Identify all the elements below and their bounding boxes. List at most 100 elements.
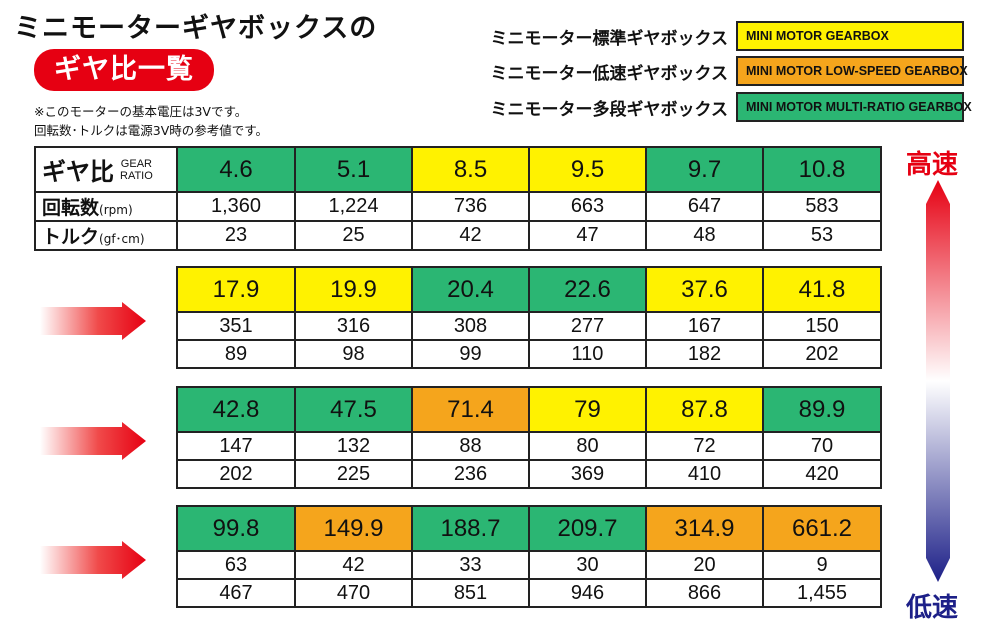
torque-cell: 23 (176, 220, 296, 251)
torque-cell: 1,455 (762, 578, 882, 608)
torque-row: トルク(gf･cm) 23 25 42 47 48 53 (34, 220, 882, 251)
row-header-torque: トルク(gf･cm) (34, 220, 178, 251)
torque-cell: 851 (411, 578, 530, 608)
speed-scale-arrow-icon (926, 180, 950, 582)
row-header-rpm: 回転数(rpm) (34, 191, 178, 222)
speed-high-label: 高速 (906, 150, 959, 180)
torque-cell: 182 (645, 339, 764, 369)
rpm-row: 351 316 308 277 167 150 (176, 311, 882, 341)
rpm-cell: 20 (645, 550, 764, 580)
ratio-cell: 41.8 (762, 266, 882, 313)
rpm-cell: 316 (294, 311, 413, 341)
torque-cell: 369 (528, 459, 647, 489)
ratio-cell: 71.4 (411, 386, 530, 433)
gear-ratio-label: ギヤ比 (42, 158, 114, 186)
ratio-cell: 17.9 (176, 266, 296, 313)
ratio-cell: 314.9 (645, 505, 764, 552)
torque-cell: 99 (411, 339, 530, 369)
legend-label: ミニモーター多段ギヤボックス (490, 99, 729, 120)
torque-cell: 866 (645, 578, 764, 608)
speed-low-label: 低速 (906, 593, 959, 623)
legend-label: ミニモーター標準ギヤボックス (490, 28, 729, 49)
ratio-cell: 209.7 (528, 505, 647, 552)
legend-multi-ratio: ミニモーター多段ギヤボックス MINI MOTOR MULTI-RATIO GE… (450, 92, 972, 122)
torque-cell: 48 (645, 220, 764, 251)
rpm-cell: 70 (762, 431, 882, 461)
continue-arrow-icon (40, 541, 146, 579)
continue-arrow-icon (40, 422, 146, 460)
rpm-cell: 88 (411, 431, 530, 461)
rpm-cell: 736 (411, 191, 530, 222)
torque-cell: 470 (294, 578, 413, 608)
page-title: ミニモーターギヤボックスの (14, 13, 378, 44)
rpm-cell: 147 (176, 431, 296, 461)
rpm-row: 回転数(rpm) 1,360 1,224 736 663 647 583 (34, 191, 882, 222)
legend-swatch: MINI MOTOR GEARBOX (736, 21, 964, 51)
rpm-cell: 132 (294, 431, 413, 461)
torque-cell: 42 (411, 220, 530, 251)
ratio-cell: 9.7 (645, 146, 764, 193)
gear-table-block-1: ギヤ比 GEAR RATIO 4.6 5.1 8.5 9.5 9.7 10.8 回転… (34, 146, 882, 251)
note-reference: 回転数･トルクは電源3V時の参考値です。 (34, 123, 269, 138)
ratio-cell: 20.4 (411, 266, 530, 313)
rpm-row: 63 42 33 30 20 9 (176, 550, 882, 580)
torque-row: 89 98 99 110 182 202 (176, 339, 882, 369)
legend-swatch: MINI MOTOR MULTI-RATIO GEARBOX (736, 92, 972, 122)
rpm-cell: 1,224 (294, 191, 413, 222)
ratio-row: ギヤ比 GEAR RATIO 4.6 5.1 8.5 9.5 9.7 10.8 (34, 146, 882, 193)
rpm-cell: 30 (528, 550, 647, 580)
rpm-cell: 308 (411, 311, 530, 341)
row-header-gear-ratio: ギヤ比 GEAR RATIO (34, 146, 178, 193)
torque-cell: 25 (294, 220, 413, 251)
continue-arrow-icon (40, 302, 146, 340)
torque-row: 467 470 851 946 866 1,455 (176, 578, 882, 608)
rpm-cell: 42 (294, 550, 413, 580)
legend-low-speed: ミニモーター低速ギヤボックス MINI MOTOR LOW-SPEED GEAR… (450, 56, 968, 86)
torque-cell: 202 (176, 459, 296, 489)
rpm-cell: 277 (528, 311, 647, 341)
gear-ratio-en-label: GEAR RATIO (120, 157, 153, 182)
torque-cell: 467 (176, 578, 296, 608)
ratio-row: 42.8 47.5 71.4 79 87.8 89.9 (176, 386, 882, 433)
rpm-cell: 9 (762, 550, 882, 580)
ratio-cell: 188.7 (411, 505, 530, 552)
torque-cell: 225 (294, 459, 413, 489)
torque-cell: 89 (176, 339, 296, 369)
rpm-cell: 72 (645, 431, 764, 461)
ratio-row: 17.9 19.9 20.4 22.6 37.6 41.8 (176, 266, 882, 313)
torque-cell: 420 (762, 459, 882, 489)
ratio-cell: 47.5 (294, 386, 413, 433)
ratio-cell: 661.2 (762, 505, 882, 552)
ratio-row: 99.8 149.9 188.7 209.7 314.9 661.2 (176, 505, 882, 552)
rpm-row: 147 132 88 80 72 70 (176, 431, 882, 461)
rpm-cell: 663 (528, 191, 647, 222)
torque-cell: 98 (294, 339, 413, 369)
ratio-cell: 10.8 (762, 146, 882, 193)
ratio-cell: 149.9 (294, 505, 413, 552)
rpm-cell: 351 (176, 311, 296, 341)
ratio-cell: 4.6 (176, 146, 296, 193)
legend-swatch: MINI MOTOR LOW-SPEED GEARBOX (736, 56, 968, 86)
rpm-cell: 167 (645, 311, 764, 341)
ratio-cell: 9.5 (528, 146, 647, 193)
gear-table-block-3: 42.8 47.5 71.4 79 87.8 89.9 147 132 88 8… (176, 386, 882, 489)
torque-cell: 110 (528, 339, 647, 369)
ratio-cell: 89.9 (762, 386, 882, 433)
ratio-cell: 99.8 (176, 505, 296, 552)
ratio-cell: 42.8 (176, 386, 296, 433)
gear-table-block-2: 17.9 19.9 20.4 22.6 37.6 41.8 351 316 30… (176, 266, 882, 369)
torque-cell: 53 (762, 220, 882, 251)
rpm-cell: 63 (176, 550, 296, 580)
legend-standard: ミニモーター標準ギヤボックス MINI MOTOR GEARBOX (450, 21, 964, 51)
rpm-cell: 647 (645, 191, 764, 222)
torque-cell: 202 (762, 339, 882, 369)
torque-cell: 47 (528, 220, 647, 251)
torque-cell: 410 (645, 459, 764, 489)
ratio-cell: 8.5 (411, 146, 530, 193)
rpm-cell: 583 (762, 191, 882, 222)
rpm-cell: 150 (762, 311, 882, 341)
legend-label: ミニモーター低速ギヤボックス (490, 63, 729, 84)
rpm-cell: 33 (411, 550, 530, 580)
note-voltage: ※このモーターの基本電圧は3Vです。 (34, 104, 248, 119)
rpm-cell: 1,360 (176, 191, 296, 222)
